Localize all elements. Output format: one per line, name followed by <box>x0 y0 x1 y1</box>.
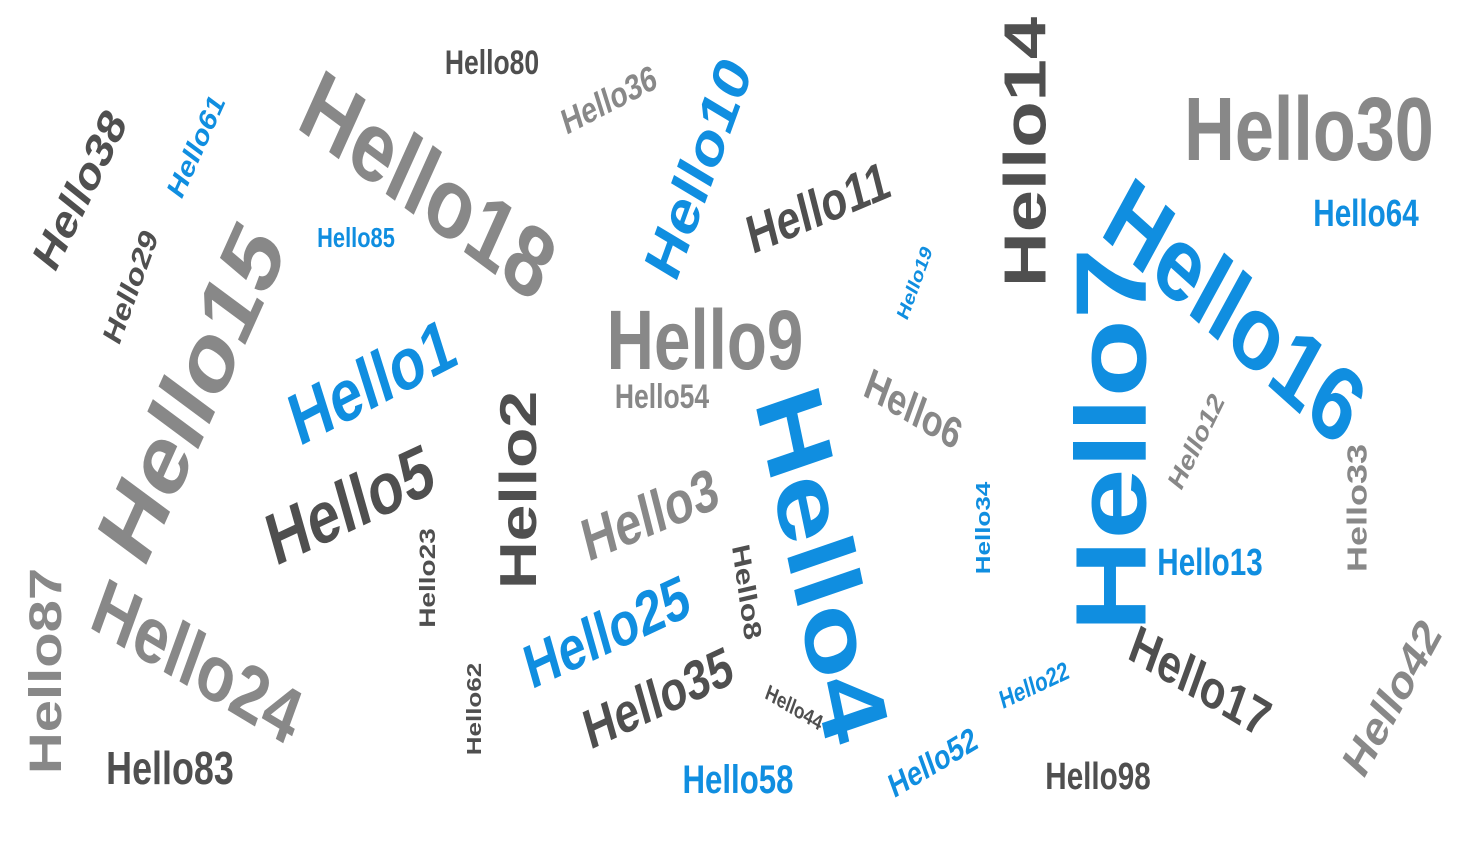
word-hello85: Hello85 <box>317 222 395 253</box>
word-hello52: Hello52 <box>883 720 983 806</box>
word-hello87: Hello87 <box>20 567 71 775</box>
word-hello6: Hello6 <box>858 359 968 460</box>
word-hello42: Hello42 <box>1334 609 1450 787</box>
word-hello2: Hello2 <box>489 390 547 590</box>
word-hello3: Hello3 <box>575 454 725 575</box>
word-hello30: Hello30 <box>1184 80 1434 180</box>
word-hello36: Hello36 <box>556 56 662 143</box>
word-hello29: Hello29 <box>97 224 165 350</box>
word-hello33: Hello33 <box>1340 443 1373 573</box>
word-hello98: Hello98 <box>1045 756 1151 798</box>
word-hello83: Hello83 <box>106 742 234 794</box>
word-hello17: Hello17 <box>1122 614 1278 750</box>
word-hello18: Hello18 <box>286 48 570 324</box>
word-hello5: Hello5 <box>257 427 443 582</box>
word-hello12: Hello12 <box>1163 387 1230 496</box>
word-hello8: Hello8 <box>726 541 768 643</box>
word-hello62: Hello62 <box>462 662 486 756</box>
word-hello38: Hello38 <box>24 99 136 281</box>
word-hello11: Hello11 <box>740 150 896 266</box>
word-hello9: Hello9 <box>606 293 804 387</box>
word-hello24: Hello24 <box>81 561 313 763</box>
word-hello64: Hello64 <box>1313 193 1419 235</box>
word-hello58: Hello58 <box>682 758 794 802</box>
word-hello80: Hello80 <box>444 44 540 82</box>
word-hello14: Hello14 <box>992 16 1059 288</box>
word-hello19: Hello19 <box>892 242 937 324</box>
word-hello23: Hello23 <box>415 528 440 628</box>
word-hello22: Hello22 <box>996 655 1072 715</box>
word-hello1: Hello1 <box>279 301 465 462</box>
word-hello54: Hello54 <box>614 378 710 416</box>
word-hello34: Hello34 <box>971 481 995 575</box>
word-hello61: Hello61 <box>161 87 231 205</box>
word-hello13: Hello13 <box>1157 542 1263 584</box>
